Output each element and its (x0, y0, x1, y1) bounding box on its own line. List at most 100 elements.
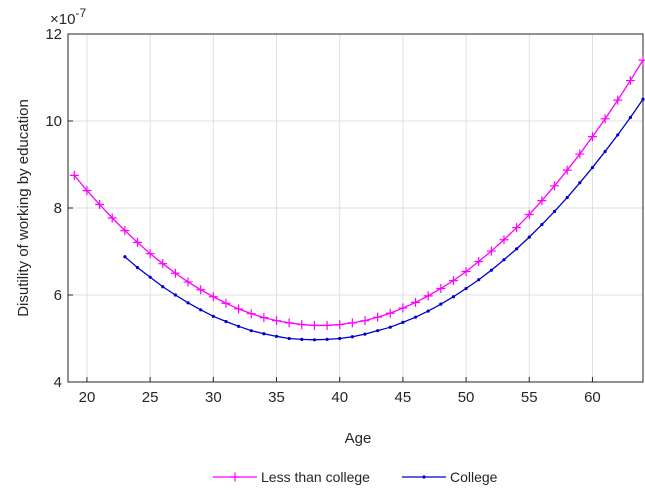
point (360, 316, 370, 326)
point (221, 298, 231, 308)
point (107, 213, 117, 223)
point (272, 316, 282, 326)
legend-marker (230, 472, 240, 482)
x-tick-label: 20 (79, 389, 96, 406)
point (246, 309, 256, 319)
point (287, 336, 291, 341)
y-tick-label: 10 (45, 113, 62, 130)
y-multiplier-exponent: -7 (75, 6, 86, 20)
point (135, 265, 140, 270)
point (376, 329, 380, 333)
y-multiplier: ×10-7 (50, 6, 86, 28)
point (461, 267, 471, 277)
point (259, 313, 269, 323)
point (398, 303, 408, 313)
series-line (124, 98, 644, 341)
point (600, 114, 610, 124)
point (385, 308, 395, 318)
point (249, 329, 253, 333)
y-tick-label: 4 (54, 374, 62, 391)
point (224, 319, 228, 324)
point (148, 275, 152, 279)
point (512, 223, 522, 233)
point (325, 337, 329, 341)
point (638, 55, 645, 65)
x-tick-label: 55 (521, 389, 538, 406)
point (237, 324, 241, 328)
x-tick-label: 60 (584, 389, 601, 406)
point (347, 318, 357, 328)
point (208, 292, 218, 302)
point (284, 318, 294, 328)
point (388, 325, 392, 329)
legend-label: College (450, 469, 498, 485)
x-axis-label: Age (345, 430, 372, 447)
point (537, 196, 547, 206)
point (363, 332, 367, 336)
point (309, 320, 319, 330)
point (590, 165, 595, 170)
point (183, 277, 193, 287)
point (486, 246, 496, 256)
point (145, 249, 155, 259)
point (587, 132, 597, 142)
y-multiplier-base: ×10 (50, 11, 75, 28)
point (196, 285, 206, 295)
point (641, 97, 645, 101)
point (274, 334, 279, 338)
point (578, 181, 582, 185)
point (401, 320, 405, 325)
point (350, 335, 354, 339)
point (322, 320, 332, 330)
point (300, 337, 304, 341)
point (423, 291, 433, 301)
point (120, 226, 130, 236)
point (524, 210, 534, 220)
y-axis-label: Disutility of working by education (15, 99, 32, 317)
point (413, 315, 418, 319)
x-tick-label: 50 (458, 389, 475, 406)
point (411, 297, 421, 307)
point (448, 276, 458, 286)
point (550, 181, 560, 191)
point (616, 133, 620, 137)
point (474, 257, 484, 267)
point (562, 165, 572, 175)
point (426, 309, 430, 313)
point (211, 314, 215, 318)
point (234, 304, 244, 314)
legend-label: Less than college (261, 469, 370, 485)
point (436, 283, 446, 293)
point (489, 268, 493, 272)
point (625, 76, 635, 86)
point (158, 259, 168, 269)
point (133, 237, 143, 247)
point (477, 278, 481, 282)
point (515, 247, 519, 251)
point (628, 115, 632, 120)
point (613, 95, 623, 105)
point (262, 332, 266, 336)
point (575, 149, 585, 159)
y-tick-label: 12 (45, 26, 62, 43)
point (502, 258, 506, 262)
point (186, 301, 190, 305)
point (170, 268, 180, 278)
point (312, 338, 317, 342)
point (69, 170, 79, 180)
point (123, 255, 127, 259)
point (439, 302, 443, 306)
x-tick-label: 35 (268, 389, 285, 406)
series-line (73, 59, 644, 327)
point (565, 195, 569, 200)
point (552, 209, 557, 214)
point (451, 295, 456, 299)
y-tick-label: 8 (54, 200, 62, 217)
point (199, 308, 203, 312)
x-tick-label: 30 (205, 389, 222, 406)
point (540, 222, 544, 227)
point (499, 235, 509, 245)
point (335, 320, 345, 330)
point (95, 200, 105, 210)
